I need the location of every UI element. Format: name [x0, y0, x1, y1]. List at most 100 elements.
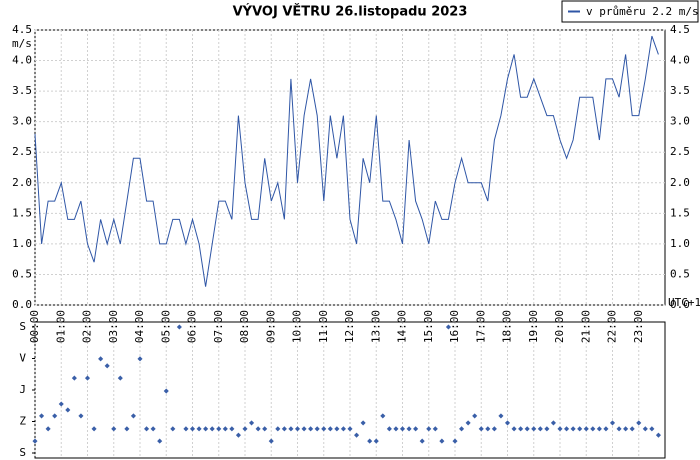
x-tick-label: 06:00	[186, 310, 199, 343]
direction-point	[183, 426, 189, 432]
direction-point	[334, 426, 340, 432]
y-tick-label: 4.0	[12, 54, 32, 67]
direction-point	[550, 420, 556, 426]
direction-point	[91, 426, 97, 432]
direction-point	[472, 413, 478, 419]
direction-point	[491, 426, 497, 432]
y-tick-label: J	[19, 383, 26, 396]
direction-point	[399, 426, 406, 432]
direction-point	[229, 426, 235, 432]
direction-point	[419, 438, 425, 444]
direction-point	[235, 432, 241, 438]
y-tick-label: 3.0	[12, 115, 32, 128]
direction-point	[111, 426, 117, 432]
y-tick-label: 3.5	[12, 84, 32, 97]
direction-point	[314, 426, 320, 432]
direction-point	[459, 426, 465, 432]
chart-title: VÝVOJ VĚTRU 26.listopadu 2023	[233, 4, 468, 20]
direction-point	[327, 426, 333, 432]
x-tick-label: 21:00	[579, 310, 592, 343]
direction-point	[150, 426, 156, 432]
y-tick-label: 1.5	[670, 206, 690, 219]
x-tick-label: 15:00	[422, 310, 435, 343]
x-tick-label: 23:00	[632, 310, 645, 343]
direction-point	[308, 426, 314, 432]
x-tick-label: 03:00	[107, 310, 120, 343]
direction-point	[144, 426, 150, 432]
y-tick-label: 1.0	[12, 237, 32, 250]
direction-point	[216, 426, 222, 432]
x-tick-label: 16:00	[448, 310, 461, 343]
direction-point	[478, 426, 484, 432]
x-tick-label: 08:00	[238, 310, 251, 343]
y-tick-label: 4.5	[670, 23, 690, 36]
direction-point	[242, 426, 248, 432]
direction-point	[439, 438, 445, 444]
direction-point	[360, 420, 366, 426]
direction-point	[406, 426, 412, 432]
direction-point	[432, 426, 438, 432]
direction-point	[65, 407, 71, 413]
direction-point	[321, 426, 327, 432]
y-tick-label: 0.0	[670, 298, 690, 311]
x-tick-label: 05:00	[159, 310, 172, 343]
x-tick-label: 07:00	[212, 310, 225, 343]
legend: v průměru 2.2 m/s	[561, 0, 699, 23]
y-tick-label: 4.0	[670, 54, 690, 67]
y-tick-label: Z	[19, 415, 26, 428]
direction-point	[445, 324, 451, 330]
direction-point	[288, 426, 294, 432]
direction-point	[609, 420, 616, 426]
x-unit: UTC+1	[668, 296, 700, 309]
x-tick-label: 18:00	[501, 310, 514, 343]
direction-point	[189, 426, 196, 432]
direction-point	[452, 438, 458, 444]
direction-point	[301, 426, 307, 432]
direction-point	[170, 426, 176, 432]
direction-point	[275, 426, 281, 432]
wind-line	[34, 35, 659, 287]
y-tick-label: 2.5	[12, 145, 32, 158]
y-tick-label: S	[19, 320, 26, 333]
direction-point	[222, 426, 228, 432]
direction-point	[393, 426, 399, 432]
x-tick-label: 20:00	[553, 310, 566, 343]
direction-point	[130, 413, 136, 419]
direction-point	[157, 438, 163, 444]
direction-point	[426, 426, 432, 432]
direction-point	[655, 432, 661, 438]
x-tick-label: 19:00	[527, 310, 540, 343]
direction-point	[294, 426, 301, 432]
direction-point	[498, 413, 504, 419]
direction-point	[386, 426, 392, 432]
direction-point	[413, 426, 419, 432]
x-tick-label: 17:00	[474, 310, 487, 343]
x-tick-label: 13:00	[369, 310, 382, 343]
x-tick-label: 02:00	[81, 310, 94, 343]
direction-point	[262, 426, 268, 432]
y-tick-label: 1.5	[12, 206, 32, 219]
direction-point	[124, 426, 130, 432]
y-tick-label: 3.0	[670, 115, 690, 128]
direction-point	[354, 432, 360, 438]
direction-point	[340, 426, 346, 432]
direction-point	[380, 413, 386, 419]
direction-point	[485, 426, 491, 432]
y-tick-label: 2.0	[670, 176, 690, 189]
direction-point	[347, 426, 353, 432]
y-tick-label: 0.0	[12, 298, 32, 311]
direction-point	[84, 375, 91, 381]
y-tick-label: 3.5	[670, 84, 690, 97]
direction-point	[373, 438, 379, 444]
x-tick-label: 01:00	[54, 310, 67, 343]
direction-point	[98, 356, 104, 362]
direction-point	[268, 438, 274, 444]
x-tick-label: 22:00	[606, 310, 619, 343]
direction-point	[163, 388, 169, 394]
x-tick-label: 11:00	[317, 310, 330, 343]
x-tick-label: 12:00	[343, 310, 356, 343]
direction-point	[209, 426, 215, 432]
y-tick-label: 2.0	[12, 176, 32, 189]
direction-point	[636, 420, 642, 426]
